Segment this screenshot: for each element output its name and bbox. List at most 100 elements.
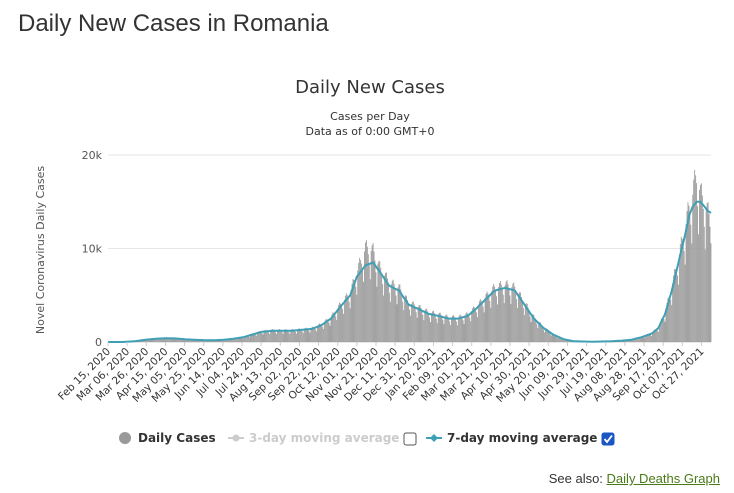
bar bbox=[560, 337, 562, 342]
bar bbox=[630, 340, 631, 342]
bar bbox=[256, 332, 258, 342]
bar bbox=[330, 317, 332, 342]
bar bbox=[506, 280, 508, 342]
bar-series-daily-cases bbox=[108, 169, 712, 342]
bar bbox=[342, 308, 343, 342]
checkbox-3day[interactable] bbox=[403, 432, 417, 446]
bar bbox=[313, 327, 315, 342]
bar bbox=[461, 317, 463, 342]
bar bbox=[508, 288, 510, 342]
bar bbox=[372, 243, 374, 342]
bar bbox=[488, 296, 490, 342]
bar bbox=[208, 340, 210, 342]
bar bbox=[172, 338, 174, 342]
legend-item-7day[interactable]: 7-day moving average bbox=[426, 431, 597, 445]
bar bbox=[489, 300, 491, 342]
bar bbox=[674, 269, 676, 342]
bar bbox=[420, 307, 422, 342]
bar bbox=[544, 328, 546, 342]
bar bbox=[383, 295, 385, 342]
bar bbox=[675, 269, 676, 342]
bar bbox=[310, 328, 312, 342]
bar bbox=[530, 322, 532, 342]
bar bbox=[194, 339, 196, 342]
bar bbox=[237, 337, 239, 342]
bar bbox=[283, 330, 285, 342]
bar bbox=[471, 311, 473, 342]
bar bbox=[538, 322, 540, 342]
bar bbox=[505, 281, 507, 342]
bar bbox=[543, 332, 545, 342]
bar bbox=[447, 316, 449, 342]
bar bbox=[163, 338, 164, 342]
bar bbox=[542, 327, 543, 342]
y-axis-ticks: 0 10k 20k bbox=[82, 149, 103, 349]
bar bbox=[709, 226, 711, 342]
bar bbox=[414, 307, 416, 342]
bar bbox=[364, 251, 365, 342]
bar bbox=[519, 292, 520, 342]
bar bbox=[652, 332, 653, 342]
bar bbox=[366, 246, 368, 342]
bar bbox=[350, 290, 352, 342]
bar bbox=[512, 283, 514, 342]
bar bbox=[413, 304, 415, 342]
bar bbox=[481, 302, 483, 342]
bar bbox=[665, 309, 667, 342]
bar bbox=[426, 308, 428, 342]
bar bbox=[515, 291, 517, 342]
bar bbox=[342, 313, 344, 342]
bar bbox=[634, 338, 636, 342]
checkbox-7day[interactable] bbox=[601, 432, 615, 446]
bar bbox=[699, 184, 701, 342]
bar bbox=[531, 314, 533, 342]
bar bbox=[226, 339, 228, 342]
legend-item-3day[interactable]: 3-day moving average bbox=[228, 431, 399, 445]
bar bbox=[669, 297, 671, 342]
bar bbox=[298, 328, 300, 342]
bar bbox=[287, 330, 289, 342]
bar bbox=[284, 329, 286, 342]
bar bbox=[656, 330, 658, 342]
bar bbox=[153, 338, 155, 342]
bar bbox=[244, 336, 246, 342]
daily-deaths-graph-link[interactable]: Daily Deaths Graph bbox=[606, 471, 720, 486]
bar bbox=[386, 272, 387, 342]
bar bbox=[361, 263, 363, 342]
bar bbox=[545, 328, 547, 342]
bar bbox=[282, 333, 284, 342]
bar bbox=[274, 330, 275, 342]
bar bbox=[297, 329, 298, 342]
bar bbox=[416, 317, 418, 342]
bar bbox=[469, 317, 471, 342]
bar bbox=[341, 305, 342, 342]
bar bbox=[432, 310, 434, 342]
legend-item-daily-cases[interactable]: Daily Cases bbox=[119, 431, 216, 445]
bar bbox=[557, 338, 559, 342]
bar bbox=[400, 289, 402, 342]
bar bbox=[498, 286, 499, 342]
bar bbox=[441, 316, 443, 342]
bar bbox=[223, 339, 225, 342]
bar bbox=[624, 340, 626, 342]
bar bbox=[320, 325, 322, 342]
bar bbox=[250, 334, 251, 342]
bar bbox=[155, 339, 157, 342]
bar bbox=[222, 340, 224, 342]
bar bbox=[148, 340, 150, 342]
legend-label-daily-cases: Daily Cases bbox=[138, 431, 216, 445]
bar bbox=[357, 270, 359, 342]
bar bbox=[165, 337, 167, 342]
bar bbox=[163, 337, 165, 342]
bar bbox=[498, 282, 500, 342]
bar bbox=[305, 327, 307, 342]
bar bbox=[157, 338, 159, 342]
bar bbox=[457, 317, 459, 342]
bar bbox=[434, 315, 436, 342]
bar bbox=[482, 306, 484, 342]
bar bbox=[411, 302, 413, 342]
bar bbox=[640, 336, 642, 342]
bar bbox=[688, 205, 690, 342]
bar bbox=[478, 301, 480, 342]
bar bbox=[266, 330, 268, 342]
